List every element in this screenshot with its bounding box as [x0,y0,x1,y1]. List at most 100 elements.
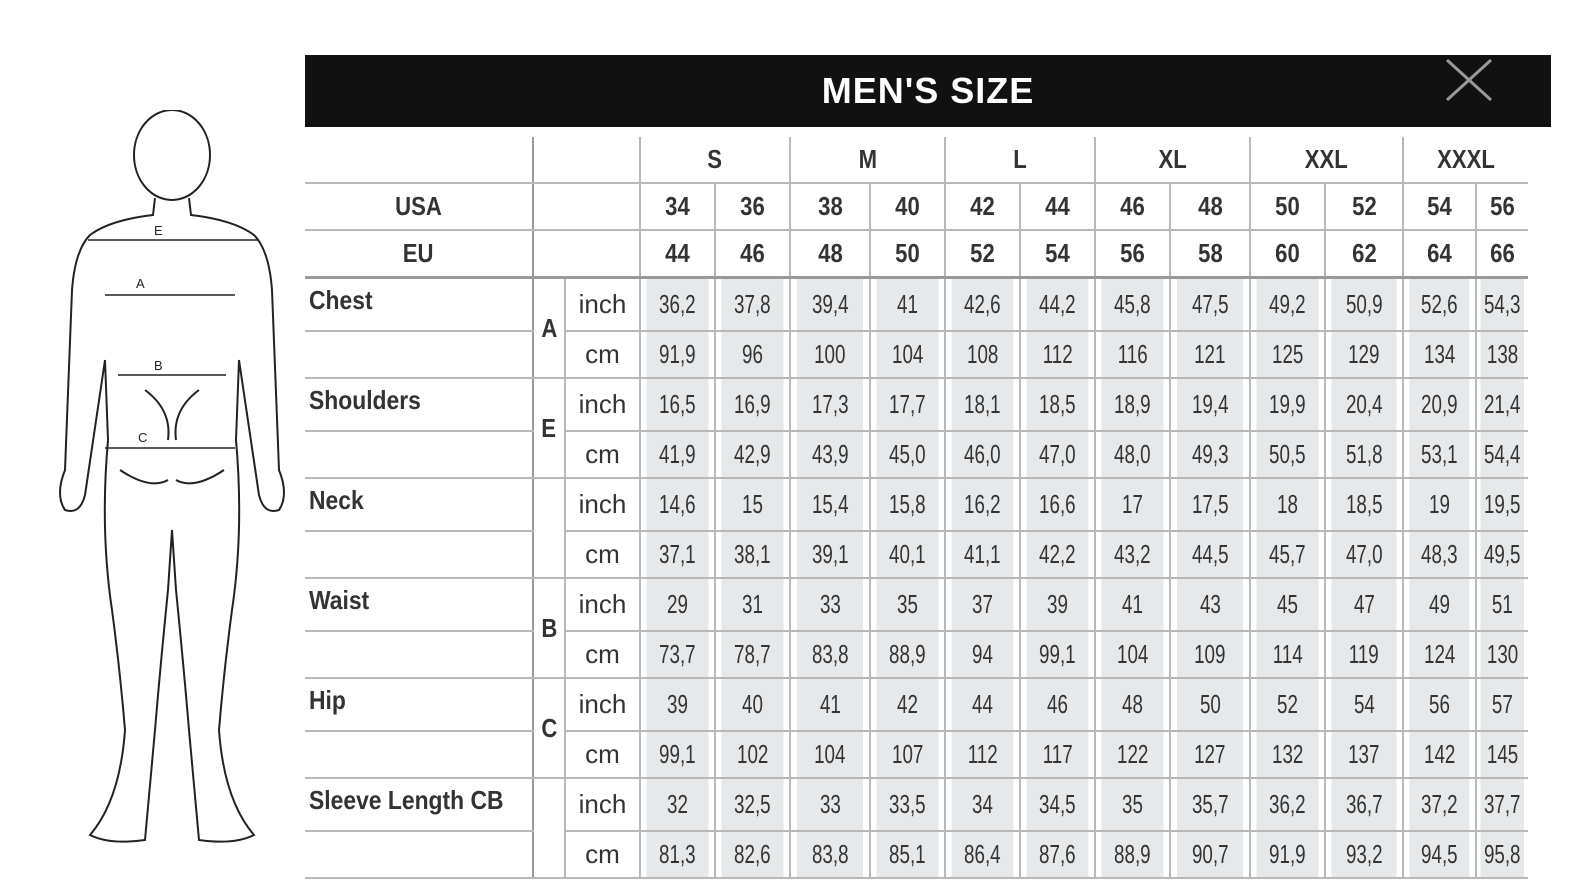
value-cell-text: 104 [814,739,846,769]
value-cell-text: 114 [1272,639,1303,669]
value-cell-text: 40,1 [889,539,926,569]
value-cell-text: 134 [1423,339,1456,369]
value-cell-text: 127 [1194,739,1226,769]
unit-label-text: cm [585,339,620,369]
value-cell-text: 35 [1122,789,1143,819]
unit-label: inch [565,478,640,532]
value-cell: 16,9 [719,378,785,432]
value-cell: 90,7 [1175,831,1244,879]
value-cell: 34,5 [1024,778,1090,832]
value-cell-text: 93,2 [1345,839,1383,869]
value-cell: 20,4 [1329,378,1398,432]
value-cell: 121 [1175,331,1244,379]
value-cell: 40,1 [874,531,940,579]
value-cell-text: 87,6 [1039,839,1076,869]
value-cell-text: 16,6 [1039,489,1076,519]
value-cell: 33,5 [874,778,940,832]
value-cell: 116 [1099,331,1165,379]
value-cell: 18 [1254,478,1320,532]
size-header: L [944,137,1095,184]
blank-cell [532,230,641,279]
value-cell: 91,9 [1254,831,1320,879]
value-cell-text: 100 [814,339,846,369]
value-cell-text: 137 [1348,739,1380,769]
close-x-icon[interactable] [1443,56,1495,104]
value-cell: 127 [1175,731,1244,779]
value-cell: 48 [1099,678,1165,732]
value-cell: 39,1 [795,531,864,579]
unit-label-text: inch [578,589,627,619]
size-header: XXL [1249,137,1403,184]
eu-size-cell: 66 [1475,230,1528,279]
eu-size-cell: 54 [1019,230,1095,279]
value-cell-text: 52 [1277,689,1298,719]
page-title: MEN'S SIZE [821,70,1035,111]
measurement-letter: A [532,276,566,379]
eu-size-cell-text: 52 [970,238,995,268]
value-cell-text: 94 [972,639,993,669]
value-cell-text: 90,7 [1191,839,1229,869]
value-cell-text: 142 [1423,739,1456,769]
value-cell-text: 17,3 [811,389,849,419]
value-cell-text: 51 [1491,589,1513,619]
value-cell-text: 45,7 [1269,539,1306,569]
blank-cell [305,631,533,679]
measurement-row: cm 37,1 38,1 39,1 40,1 41,1 42,2 43,2 44,5 45,7 47… [305,531,1528,579]
value-cell-text: 34 [972,789,993,819]
value-cell: 39 [1024,578,1090,632]
value-cell: 94 [949,631,1015,679]
unit-label-text: cm [585,439,620,469]
value-cell: 125 [1254,331,1320,379]
value-cell-text: 18,1 [964,389,1001,419]
value-cell: 46 [1024,678,1090,732]
value-cell: 102 [719,731,785,779]
eu-size-cell-text: 44 [665,238,690,268]
value-cell: 96 [719,331,785,379]
value-cell-text: 41 [897,289,918,319]
unit-label: cm [565,631,640,679]
value-cell: 17,7 [874,378,940,432]
usa-size-cell: 44 [1019,183,1095,231]
value-cell-text: 44,5 [1191,539,1229,569]
size-header: S [639,137,790,184]
size-header-text: XXXL [1436,144,1495,174]
eu-size-cell: 48 [789,230,870,279]
value-cell-text: 41 [1122,589,1143,619]
value-cell: 112 [949,731,1015,779]
value-cell: 37,2 [1407,778,1471,832]
value-cell-text: 51,8 [1345,439,1383,469]
usa-size-cell: 48 [1169,183,1250,231]
usa-size-cell: 36 [714,183,790,231]
figure-label-e: E [154,223,163,238]
value-cell-text: 45,8 [1114,289,1151,319]
unit-label: cm [565,531,640,579]
value-cell-text: 46,0 [964,439,1001,469]
value-cell-text: 117 [1042,739,1073,769]
usa-label-text: USA [395,191,442,221]
value-cell: 20,9 [1407,378,1471,432]
value-cell: 37 [949,578,1015,632]
value-cell: 31 [719,578,785,632]
value-cell-text: 49 [1429,589,1450,619]
value-cell-text: 49,5 [1483,539,1521,569]
value-cell-text: 41,9 [659,439,696,469]
eu-size-cell-text: 60 [1275,238,1300,268]
value-cell-text: 47 [1353,589,1375,619]
size-header-text: S [707,144,723,174]
value-cell: 33 [795,778,864,832]
value-cell-text: 43,9 [811,439,849,469]
value-cell-text: 107 [891,739,924,769]
value-cell: 37,7 [1479,778,1524,832]
value-cell: 45,0 [874,431,940,479]
value-cell-text: 49,3 [1191,439,1229,469]
value-cell: 94,5 [1407,831,1471,879]
value-cell: 108 [949,331,1015,379]
value-cell: 50 [1175,678,1244,732]
value-cell-text: 33 [819,789,841,819]
value-cell: 14,6 [644,478,710,532]
title-bar: MEN'S SIZE [305,55,1551,127]
value-cell: 85,1 [874,831,940,879]
value-cell-text: 39 [667,689,688,719]
value-cell: 16,5 [644,378,710,432]
